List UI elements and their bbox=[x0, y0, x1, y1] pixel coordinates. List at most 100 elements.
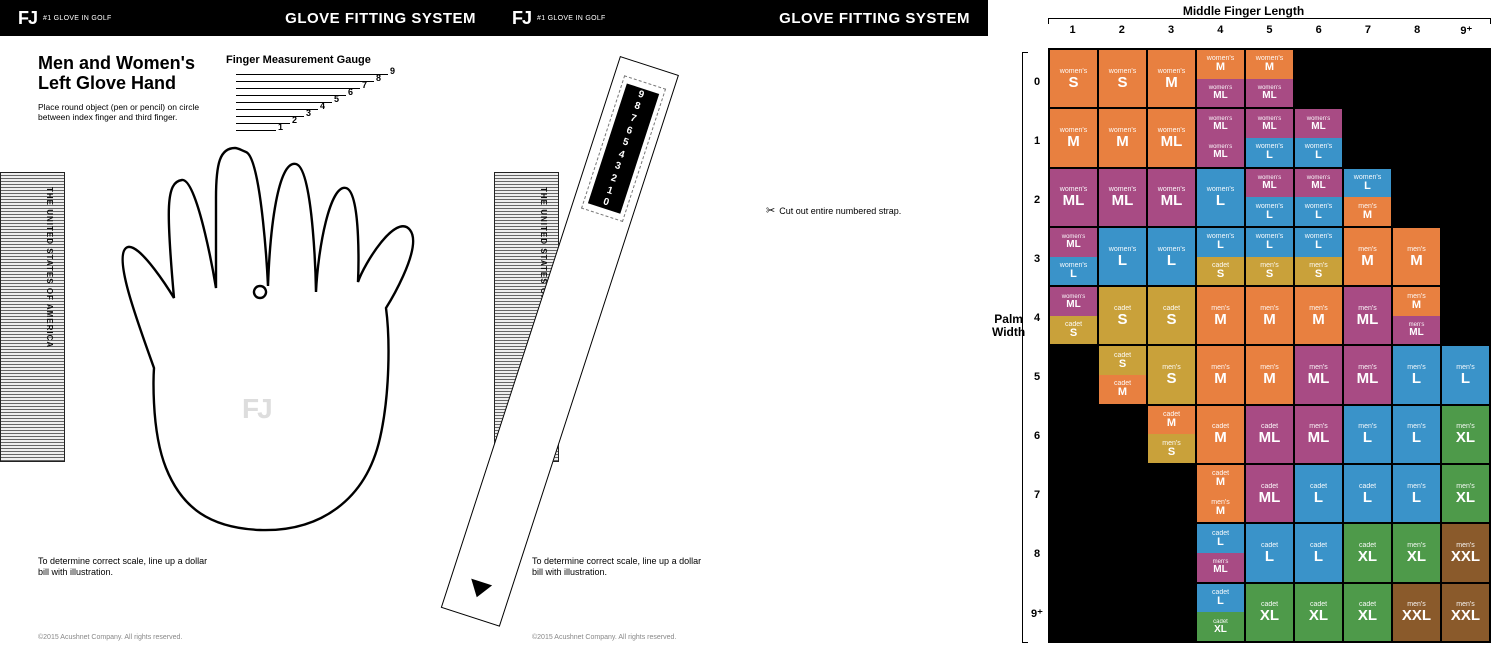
size-cell bbox=[1099, 465, 1146, 522]
size-cell: women'sMLwomen'sML bbox=[1197, 109, 1244, 166]
size-cell: women'sLmen'sM bbox=[1344, 169, 1391, 226]
section-title: Men and Women's Left Glove Hand bbox=[38, 54, 218, 94]
hand-outline: FJ bbox=[70, 108, 440, 548]
size-cell: men'sML bbox=[1344, 287, 1391, 344]
size-cell: men'sL bbox=[1393, 465, 1440, 522]
size-cell bbox=[1295, 50, 1342, 107]
size-cell: cadetMmen'sS bbox=[1148, 406, 1195, 463]
size-cell: men'sM bbox=[1295, 287, 1342, 344]
size-cell: cadetXL bbox=[1246, 584, 1293, 641]
size-cell: women'sL bbox=[1197, 169, 1244, 226]
size-cell: men'sM bbox=[1246, 287, 1293, 344]
size-cell: men'sXXL bbox=[1442, 584, 1489, 641]
header: FJ #1 GLOVE IN GOLF GLOVE FITTING SYSTEM bbox=[0, 0, 494, 36]
size-cell bbox=[1099, 406, 1146, 463]
size-cell: cadetMmen'sM bbox=[1197, 465, 1244, 522]
size-cell: cadetXL bbox=[1344, 584, 1391, 641]
size-cell: cadetM bbox=[1197, 406, 1244, 463]
size-cell: cadetS bbox=[1148, 287, 1195, 344]
size-cell: women'sL bbox=[1148, 228, 1195, 285]
scale-note: To determine correct scale, line up a do… bbox=[38, 556, 208, 579]
size-cell bbox=[1393, 169, 1440, 226]
size-cell: women'sMwomen'sML bbox=[1197, 50, 1244, 107]
size-cell: cadetL bbox=[1295, 465, 1342, 522]
size-cell bbox=[1099, 524, 1146, 581]
size-cell: women'sML bbox=[1050, 169, 1097, 226]
size-cell: women'sLmen'sS bbox=[1295, 228, 1342, 285]
size-cell: women'sS bbox=[1099, 50, 1146, 107]
size-cell: men'sL bbox=[1344, 406, 1391, 463]
size-cell bbox=[1148, 584, 1195, 641]
size-cell: cadetL bbox=[1344, 465, 1391, 522]
size-cell: men'sM bbox=[1393, 228, 1440, 285]
size-cell: cadetML bbox=[1246, 465, 1293, 522]
size-cell: cadetLcadetXL bbox=[1197, 584, 1244, 641]
logo-tag: #1 GLOVE IN GOLF bbox=[43, 15, 112, 22]
size-cell: women'sLmen'sS bbox=[1246, 228, 1293, 285]
size-cell: men'sM bbox=[1344, 228, 1391, 285]
size-cell: men'sXL bbox=[1442, 465, 1489, 522]
size-cell bbox=[1050, 406, 1097, 463]
size-cell: cadetL bbox=[1295, 524, 1342, 581]
cut-note: Cut out entire numbered strap. bbox=[766, 204, 901, 217]
gauge-title: Finger Measurement Gauge bbox=[226, 54, 371, 66]
hdr-title: GLOVE FITTING SYSTEM bbox=[779, 10, 970, 27]
size-cell: women'sMLwomen'sL bbox=[1050, 228, 1097, 285]
scale-note: To determine correct scale, line up a do… bbox=[532, 556, 702, 579]
size-cell: women'sML bbox=[1148, 109, 1195, 166]
size-cell: men'sXXL bbox=[1442, 524, 1489, 581]
size-cell: women'sMLwomen'sL bbox=[1295, 109, 1342, 166]
size-cell: cadetXL bbox=[1295, 584, 1342, 641]
size-cell: cadetS bbox=[1099, 287, 1146, 344]
size-cell bbox=[1050, 465, 1097, 522]
size-cell: women'sMLwomen'sL bbox=[1246, 169, 1293, 226]
size-cell: cadetML bbox=[1246, 406, 1293, 463]
logo: FJ bbox=[512, 8, 531, 29]
svg-text:FJ: FJ bbox=[242, 393, 271, 424]
size-cell bbox=[1393, 109, 1440, 166]
size-cell: men'sM bbox=[1197, 346, 1244, 403]
size-cell: women'sM bbox=[1050, 109, 1097, 166]
panel-hand: FJ #1 GLOVE IN GOLF GLOVE FITTING SYSTEM… bbox=[0, 0, 494, 651]
size-cell: cadetScadetM bbox=[1099, 346, 1146, 403]
logo-tag: #1 GLOVE IN GOLF bbox=[537, 15, 606, 22]
size-cell: men'sL bbox=[1442, 346, 1489, 403]
size-cell bbox=[1050, 524, 1097, 581]
size-cell: women'sML bbox=[1148, 169, 1195, 226]
size-cell bbox=[1050, 584, 1097, 641]
axis-y-title: PalmWidth bbox=[992, 312, 1025, 338]
arrow-down-icon bbox=[466, 579, 492, 601]
size-cell bbox=[1099, 584, 1146, 641]
size-cell: women'sM bbox=[1148, 50, 1195, 107]
size-cell: women'sLcadetS bbox=[1197, 228, 1244, 285]
size-cell: men'sML bbox=[1344, 346, 1391, 403]
size-cell: cadetL bbox=[1246, 524, 1293, 581]
size-cell bbox=[1442, 228, 1489, 285]
copyright: ©2015 Acushnet Company. All rights reser… bbox=[532, 634, 676, 641]
copyright: ©2015 Acushnet Company. All rights reser… bbox=[38, 634, 182, 641]
size-cell: women'sMLwomen'sL bbox=[1295, 169, 1342, 226]
size-cell bbox=[1148, 524, 1195, 581]
size-cell: men'sL bbox=[1393, 406, 1440, 463]
dollar-bill bbox=[0, 172, 65, 462]
panel-size-chart: Middle Finger Length 123456789⁺ PalmWidt… bbox=[988, 0, 1499, 651]
size-cell: cadetXL bbox=[1344, 524, 1391, 581]
logo: FJ bbox=[18, 8, 37, 29]
axis-x-labels: 123456789⁺ bbox=[1048, 24, 1491, 42]
size-cell bbox=[1148, 465, 1195, 522]
size-cell: women'sS bbox=[1050, 50, 1097, 107]
size-cell bbox=[1442, 109, 1489, 166]
size-cell: men'sMmen'sML bbox=[1393, 287, 1440, 344]
size-cell: men'sXL bbox=[1393, 524, 1440, 581]
size-cell: women'sL bbox=[1099, 228, 1146, 285]
size-cell: women'sM bbox=[1099, 109, 1146, 166]
size-cell: men'sXXL bbox=[1393, 584, 1440, 641]
size-cell bbox=[1393, 50, 1440, 107]
hdr-title: GLOVE FITTING SYSTEM bbox=[285, 10, 476, 27]
size-cell: women'sMwomen'sML bbox=[1246, 50, 1293, 107]
size-cell: women'sMLcadetS bbox=[1050, 287, 1097, 344]
size-cell: men'sS bbox=[1148, 346, 1195, 403]
size-cell: men'sM bbox=[1197, 287, 1244, 344]
size-cell: men'sM bbox=[1246, 346, 1293, 403]
size-cell: men'sML bbox=[1295, 406, 1342, 463]
